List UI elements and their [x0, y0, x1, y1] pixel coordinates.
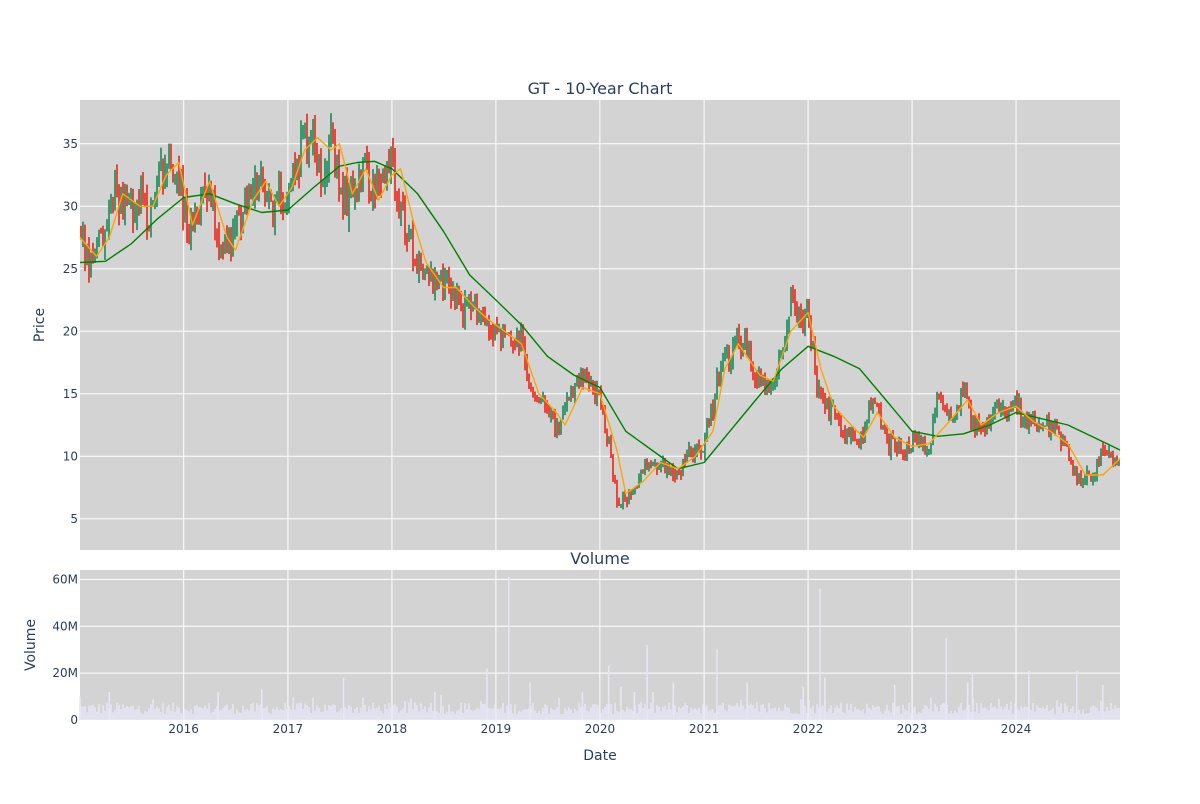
volume-y-tick-label: 60M	[52, 572, 78, 586]
x-tick-label: 2024	[1001, 722, 1032, 736]
price-y-tick-label: 30	[63, 199, 78, 213]
grid-lines	[80, 100, 1120, 721]
volume-y-tick-label: 40M	[52, 619, 78, 633]
x-tick-label: 2022	[793, 722, 824, 736]
axis-tick-labels: 2016 2017 2018 2019 2020 2021 2022 2023 2024 5 10 1…	[52, 137, 1031, 736]
x-tick-label: 2017	[273, 722, 304, 736]
x-tick-label: 2016	[168, 722, 199, 736]
price-y-tick-label: 20	[63, 324, 78, 338]
price-y-tick-label: 15	[63, 387, 78, 401]
volume-y-axis-label: Volume	[23, 619, 39, 671]
x-tick-label: 2019	[481, 722, 512, 736]
volume-y-tick-label: 20M	[52, 666, 78, 680]
price-y-tick-label: 35	[63, 137, 78, 151]
volume-y-tick-label: 0	[70, 713, 78, 727]
moving-average-lines	[79, 136, 1121, 495]
price-chart-title: GT - 10-Year Chart	[528, 79, 673, 98]
x-tick-label: 2020	[585, 722, 616, 736]
short-moving-average-line	[79, 136, 1121, 495]
price-y-tick-label: 5	[70, 512, 78, 526]
x-tick-label: 2021	[689, 722, 720, 736]
price-y-tick-label: 10	[63, 449, 78, 463]
x-tick-label: 2018	[377, 722, 408, 736]
price-y-axis-label: Price	[32, 308, 48, 342]
x-tick-label: 2023	[897, 722, 928, 736]
price-y-tick-label: 25	[63, 262, 78, 276]
volume-bars	[79, 577, 1120, 720]
volume-chart-title: Volume	[570, 549, 630, 568]
x-axis-label: Date	[583, 748, 616, 764]
long-moving-average-line	[79, 160, 1121, 470]
